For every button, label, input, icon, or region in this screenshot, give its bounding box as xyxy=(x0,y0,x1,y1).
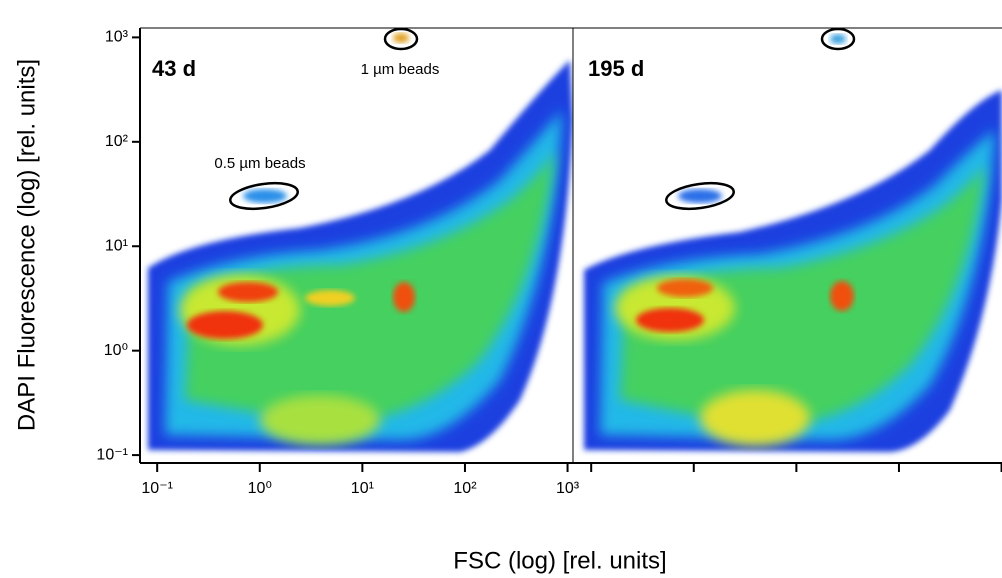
y-tick-label: 10² xyxy=(105,133,129,150)
annotation: 1 µm beads xyxy=(361,61,440,78)
panel-label: 43 d xyxy=(152,56,196,81)
y-tick-label: 10¹ xyxy=(105,237,128,254)
x-tick-label: 10³ xyxy=(556,480,580,497)
y-tick-label: 10⁻¹ xyxy=(96,446,128,463)
x-axis-title: FSC (log) [rel. units] xyxy=(453,547,666,574)
x-tick-label: 10⁰ xyxy=(248,480,272,497)
gates xyxy=(229,27,856,211)
frame xyxy=(140,27,1002,463)
density-cloud xyxy=(148,33,573,452)
density-cloud xyxy=(584,34,1002,452)
y-tick-label: 10⁰ xyxy=(104,342,128,359)
panel-label: 195 d xyxy=(588,56,644,81)
x-tick-label: 10⁻¹ xyxy=(141,480,173,497)
y-axis-title: DAPI Fluorescence (log) [rel. units] xyxy=(13,59,40,431)
y-tick-label: 10³ xyxy=(105,29,129,46)
x-tick-label: 10¹ xyxy=(351,480,374,497)
x-tick-label: 10² xyxy=(453,480,477,497)
annotation: 0.5 µm beads xyxy=(214,155,305,172)
